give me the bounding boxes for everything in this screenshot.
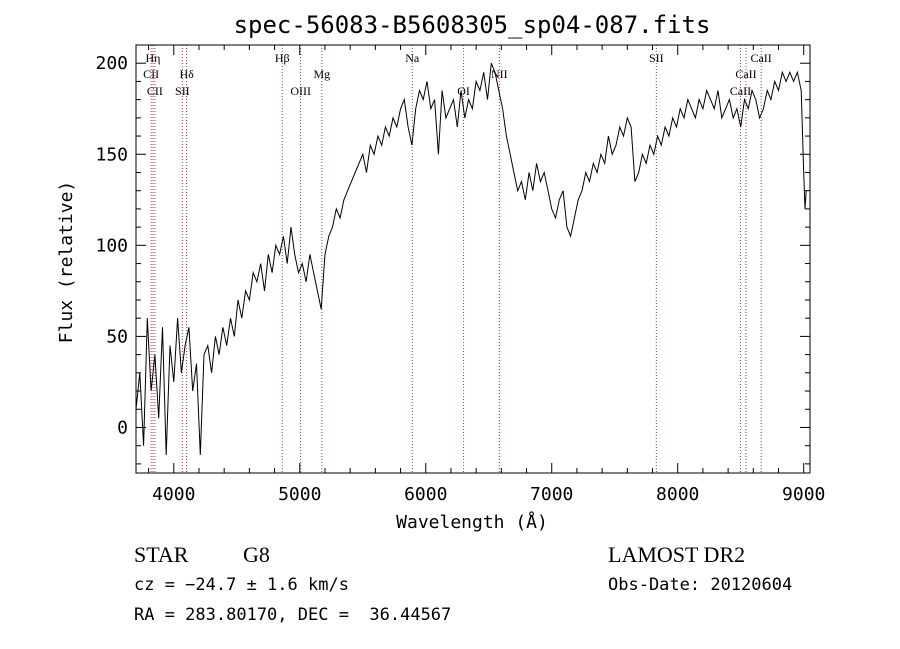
y-tick-label: 150 [95, 144, 128, 165]
x-tick-label: 9000 [782, 484, 825, 505]
y-tick-label: 200 [95, 53, 128, 74]
x-axis-ticks: 4000 5000 6000 7000 8000 9000 [148, 45, 825, 505]
x-tick-label: 5000 [278, 484, 321, 505]
line-marker-label: CII [147, 84, 163, 98]
line-marker-label: CII [143, 67, 159, 81]
y-tick-label: 50 [106, 326, 128, 347]
obs-date-text: Obs-Date: 20120604 [608, 575, 792, 595]
x-tick-label: 7000 [530, 484, 573, 505]
chart-title: spec-56083-B5608305_sp04-087.fits [234, 11, 711, 39]
spectrum-line [135, 63, 807, 455]
line-marker-label: CaII [735, 67, 756, 81]
x-tick-label: 8000 [656, 484, 699, 505]
plot-frame [135, 44, 811, 474]
line-marker-label: NII [491, 67, 508, 81]
line-marker-label: Hδ [179, 67, 194, 81]
cz-text: cz = −24.7 ± 1.6 km/s [134, 575, 349, 595]
subclass-label: G8 [243, 542, 270, 567]
x-tick-label: 6000 [404, 484, 447, 505]
x-tick-label: 4000 [152, 484, 195, 505]
survey-label: LAMOST DR2 [608, 542, 745, 567]
line-marker-label: Hη [146, 51, 161, 65]
line-marker-label: CaII [730, 84, 751, 98]
line-marker-label: OI [457, 84, 470, 98]
y-axis-ticks: 0 50 100 150 200 [95, 53, 810, 465]
x-axis-label: Wavelength (Å) [396, 511, 548, 533]
line-marker-label: SII [649, 51, 664, 65]
line-marker-label: CaII [750, 51, 771, 65]
y-tick-label: 100 [95, 235, 128, 256]
line-markers [150, 45, 762, 473]
class-label: STAR [134, 542, 189, 567]
line-marker-label: Na [405, 51, 420, 65]
y-axis-label: Flux (relative) [56, 181, 77, 344]
line-marker-label: Mg [313, 67, 330, 81]
line-marker-label: OIII [290, 84, 311, 98]
line-marker-label: Hβ [275, 51, 290, 65]
coords-text: RA = 283.80170, DEC = 36.44567 [134, 605, 451, 625]
y-tick-label: 0 [117, 417, 128, 438]
line-marker-label: SII [175, 84, 190, 98]
